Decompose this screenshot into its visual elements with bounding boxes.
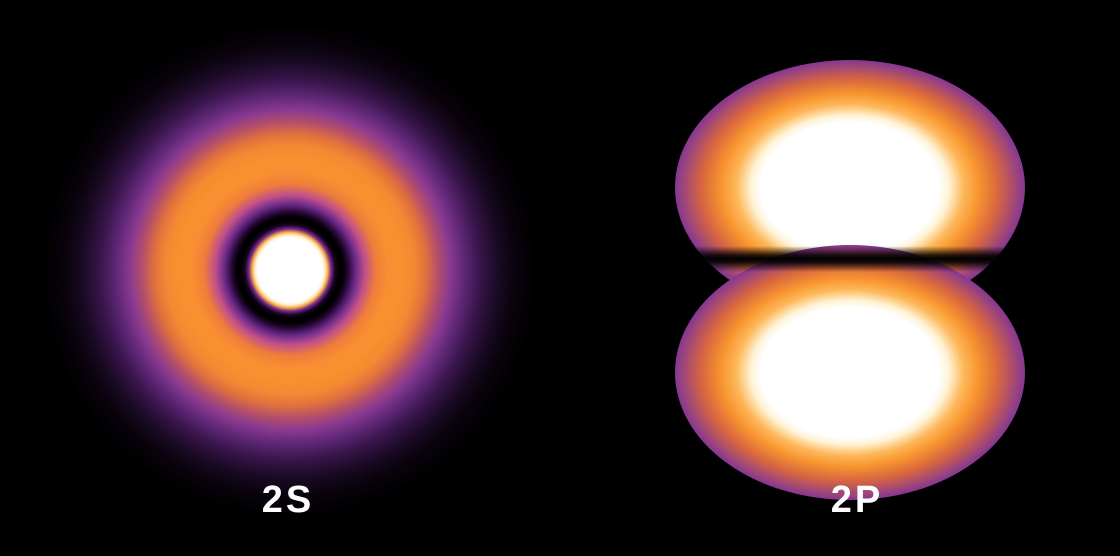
orbital-2p-nodal-plane — [620, 246, 1080, 272]
orbital-2s-label: 2S — [261, 479, 315, 521]
orbital-2p-panel — [560, 0, 1120, 556]
orbital-2s-density — [40, 20, 540, 520]
orbital-2p-lower-lobe — [675, 245, 1025, 500]
orbital-2s-panel — [40, 20, 540, 520]
orbital-2p-label: 2P — [830, 479, 884, 521]
